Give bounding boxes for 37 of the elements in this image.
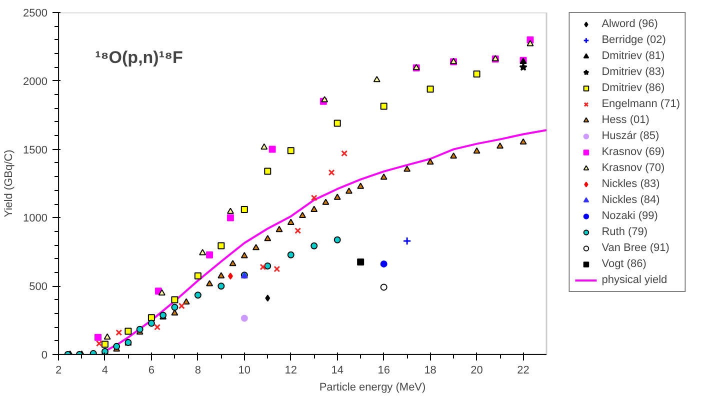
legend-label: Van Bree (91)	[602, 242, 670, 254]
legend-label: Berridge (02)	[602, 34, 666, 46]
y-tick-label: 1000	[23, 212, 48, 225]
y-tick-label: 0	[41, 350, 48, 362]
x-tick-label: 10	[238, 364, 251, 376]
legend-label: Vogt (86)	[602, 258, 646, 270]
x-tick-label: 20	[470, 364, 483, 376]
legend-label: Ruth (79)	[602, 226, 648, 238]
x-tick-label: 22	[517, 364, 530, 376]
x-tick-label: 8	[194, 364, 201, 376]
y-tick-label: 2500	[23, 8, 48, 20]
legend-label: Alword (96)	[602, 18, 658, 30]
x-tick-label: 18	[424, 364, 436, 376]
y-axis-title: Yield (GBq/C)	[3, 150, 16, 218]
legend-label: Nickles (84)	[602, 194, 660, 206]
legend-label: physical yield	[602, 274, 668, 286]
legend-label: Dmitriev (81)	[602, 50, 665, 62]
x-axis-title: Particle energy (MeV)	[319, 382, 426, 394]
text: ¹⁸O(p,n)¹⁸F	[95, 48, 183, 68]
legend-label: Nickles (83)	[602, 178, 660, 190]
legend-label: Dmitriev (83)	[602, 66, 665, 78]
legend-label: Krasnov (69)	[602, 146, 665, 158]
x-tick-label: 16	[378, 364, 390, 376]
x-tick-label: 12	[284, 364, 298, 376]
y-tick-label: 500	[29, 281, 48, 294]
x-tick-label: 4	[102, 364, 108, 376]
x-tick-label: 6	[148, 364, 155, 376]
y-tick-label: 1500	[23, 144, 48, 156]
legend-label: Huszár (85)	[602, 130, 660, 142]
y-tick-label: 2000	[23, 76, 48, 88]
legend-label: Krasnov (70)	[602, 162, 665, 174]
x-tick-label: 14	[331, 364, 344, 376]
legend-label: Dmitriev (86)	[602, 82, 665, 94]
legend-label: Nozaki (99)	[602, 210, 658, 222]
legend-label: Hess (01)	[602, 114, 650, 126]
legend-label: Engelmann (71)	[602, 98, 680, 110]
x-tick-label: 2	[55, 364, 62, 376]
